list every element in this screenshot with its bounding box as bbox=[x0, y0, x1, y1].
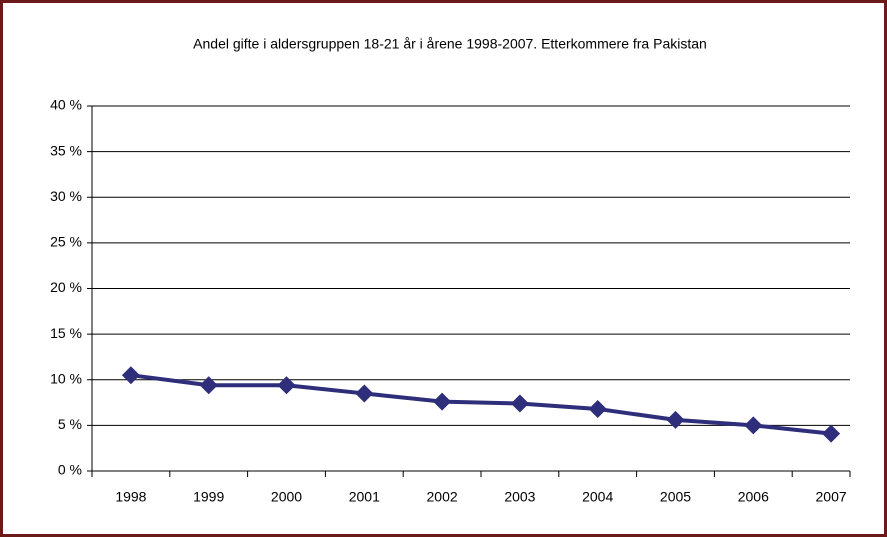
y-tick-label: 25 % bbox=[50, 234, 82, 250]
x-tick-label: 2001 bbox=[349, 489, 380, 505]
marker bbox=[199, 376, 218, 395]
marker bbox=[277, 376, 296, 395]
x-tick-label: 1999 bbox=[193, 489, 224, 505]
x-tick-label: 2002 bbox=[427, 489, 458, 505]
y-tick-label: 20 % bbox=[50, 279, 82, 295]
marker bbox=[355, 384, 374, 403]
y-tick-label: 40 % bbox=[50, 97, 82, 113]
marker bbox=[744, 416, 763, 435]
x-tick-label: 2003 bbox=[504, 489, 535, 505]
x-tick-label: 2007 bbox=[816, 489, 847, 505]
marker bbox=[433, 392, 452, 411]
marker bbox=[666, 410, 685, 429]
x-tick-label: 1998 bbox=[115, 489, 146, 505]
x-tick-label: 2000 bbox=[271, 489, 302, 505]
x-tick-label: 2004 bbox=[582, 489, 613, 505]
x-tick-label: 2005 bbox=[660, 489, 691, 505]
marker bbox=[588, 399, 607, 418]
y-tick-label: 5 % bbox=[58, 416, 82, 432]
x-tick-label: 2006 bbox=[738, 489, 769, 505]
chart-title: Andel gifte i aldersgruppen 18-21 år i å… bbox=[193, 36, 707, 52]
y-tick-label: 35 % bbox=[50, 142, 82, 158]
y-tick-label: 10 % bbox=[50, 370, 82, 386]
marker bbox=[510, 394, 529, 413]
marker bbox=[822, 424, 841, 443]
marker bbox=[121, 366, 140, 385]
y-tick-label: 15 % bbox=[50, 325, 82, 341]
y-tick-label: 30 % bbox=[50, 188, 82, 204]
y-tick-label: 0 % bbox=[58, 462, 82, 478]
series-line bbox=[130, 373, 832, 436]
